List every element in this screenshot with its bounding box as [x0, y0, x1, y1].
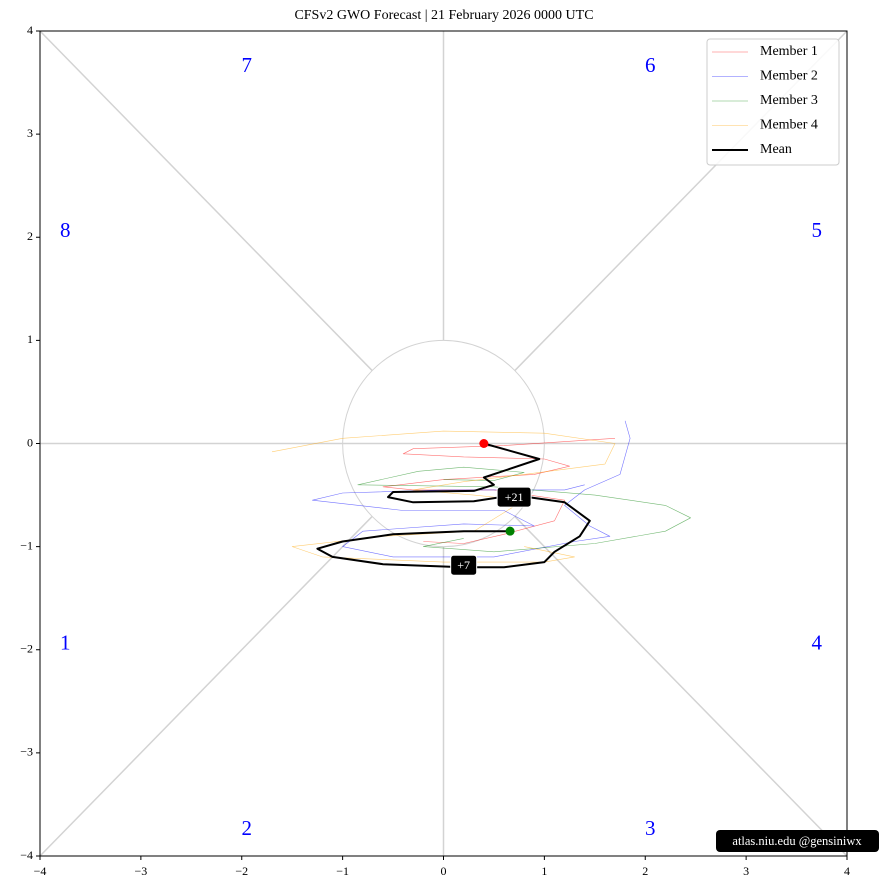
x-tick-label: 2: [642, 864, 648, 878]
member-line: [357, 466, 691, 553]
x-tick-label: 1: [541, 864, 547, 878]
x-tick-label: −4: [34, 864, 47, 878]
y-tick-label: 0: [27, 435, 33, 449]
phase-label: 2: [242, 816, 253, 840]
y-tick-label: −3: [20, 745, 33, 759]
y-tick-label: −1: [20, 538, 33, 552]
annotation: +21: [505, 490, 524, 504]
annotation-box: [450, 554, 478, 576]
unit-circle: [342, 339, 545, 548]
watermark-box: [716, 830, 879, 852]
annotation: +7: [457, 558, 470, 572]
y-tick-label: −4: [20, 848, 33, 862]
x-tick-label: 3: [743, 864, 749, 878]
legend-label: Member 3: [760, 93, 818, 108]
y-tick-label: 4: [27, 23, 33, 37]
x-tick-label: 0: [441, 864, 447, 878]
guide-line: [39, 515, 373, 857]
start-marker: [479, 439, 489, 448]
y-tick-label: 1: [27, 332, 33, 346]
member-line: [271, 430, 616, 563]
guide-line: [514, 515, 848, 857]
phase-label: 6: [645, 53, 656, 77]
phase-label: 3: [645, 816, 656, 840]
y-tick-label: −2: [20, 642, 33, 656]
phase-label: 7: [242, 53, 253, 77]
guide-line: [39, 30, 373, 372]
x-tick-label: 4: [844, 864, 850, 878]
watermark: atlas.niu.edu @gensiniwx: [732, 834, 862, 848]
chart-title: CFSv2 GWO Forecast | 21 February 2026 00…: [294, 8, 593, 23]
phase-label: 5: [811, 218, 822, 242]
x-tick-label: −3: [134, 864, 147, 878]
legend-box: [706, 38, 840, 166]
x-tick-label: −2: [235, 864, 248, 878]
mean-line: [316, 442, 591, 569]
legend-label: Member 1: [760, 44, 818, 59]
legend-label: Mean: [760, 142, 792, 157]
legend-label: Member 4: [760, 118, 818, 133]
y-tick-label: 2: [27, 229, 33, 243]
legend-label: Member 2: [760, 69, 818, 84]
x-tick-label: −1: [336, 864, 349, 878]
phase-label: 4: [811, 630, 822, 654]
end-marker: [505, 526, 515, 536]
phase-label: 1: [60, 630, 71, 654]
y-tick-label: 3: [27, 126, 33, 140]
annotation-box: [496, 486, 532, 508]
member-line: [312, 420, 631, 558]
phase-label: 8: [60, 218, 71, 242]
